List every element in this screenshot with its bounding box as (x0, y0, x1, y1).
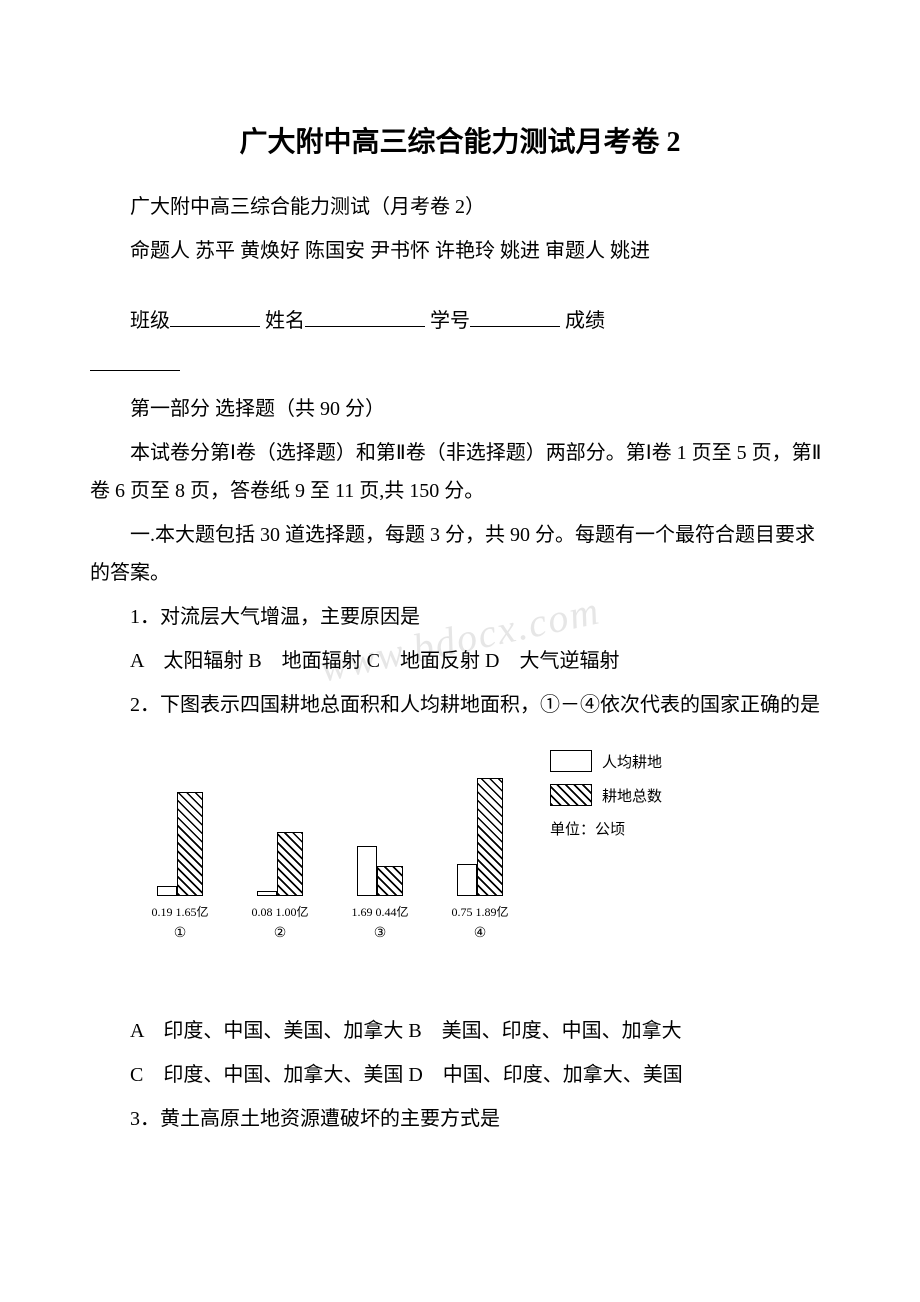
part1-header: 第一部分 选择题（共 90 分） (90, 390, 830, 428)
legend-plain-box (550, 750, 592, 772)
page-title: 广大附中高三综合能力测试月考卷 2 (90, 120, 830, 160)
legend-hatched-box (550, 784, 592, 806)
blank-name (305, 303, 425, 327)
blank-class (170, 303, 260, 327)
legend-unit-label: 单位：公顷 (550, 818, 625, 839)
chart-legend: 人均耕地 耕地总数 单位：公顷 (550, 750, 662, 851)
spacer-2 (90, 960, 830, 986)
q2-options-ab: A 印度、中国、美国、加拿大 B 美国、印度、中国、加拿大 (90, 1012, 830, 1050)
q1-text: 1．对流层大气增温，主要原因是 (90, 598, 830, 636)
q1-options: A 太阳辐射 B 地面辐射 C 地面反射 D 大气逆辐射 (90, 642, 830, 680)
bar-circle-1: ① (130, 925, 230, 942)
legend-hatched-row: 耕地总数 (550, 784, 662, 806)
bar-circle-3: ③ (330, 925, 430, 942)
bar-circle-4: ④ (430, 925, 530, 942)
bar-label-1: 0.19 1.65亿 (130, 903, 230, 920)
bar-group-4 (430, 778, 530, 896)
bar-total-2 (277, 832, 303, 896)
bar-total-4 (477, 778, 503, 896)
label-class: 班级 (130, 310, 170, 332)
q2-options-cd: C 印度、中国、加拿大、美国 D 中国、印度、加拿大、美国 (90, 1056, 830, 1094)
bar-percapita-3 (357, 846, 377, 896)
label-name: 姓名 (265, 310, 305, 332)
instructions: 本试卷分第Ⅰ卷（选择题）和第Ⅱ卷（非选择题）两部分。第Ⅰ卷 1 页至 5 页，第… (90, 434, 830, 510)
spacer (90, 276, 830, 302)
spacer-3 (90, 986, 830, 1012)
q3-text: 3．黄土高原土地资源遭破坏的主要方式是 (90, 1100, 830, 1138)
bar-label-2: 0.08 1.00亿 (230, 903, 330, 920)
legend-unit-row: 单位：公顷 (550, 818, 662, 839)
bar-circle-2: ② (230, 925, 330, 942)
farmland-chart: 0.19 1.65亿0.08 1.00亿1.69 0.44亿0.75 1.89亿… (130, 740, 690, 950)
form-line-tail (90, 346, 830, 384)
subtitle: 广大附中高三综合能力测试（月考卷 2） (90, 188, 830, 226)
bar-total-1 (177, 792, 203, 896)
legend-hatched-label: 耕地总数 (602, 785, 662, 806)
section1-header: 一.本大题包括 30 道选择题，每题 3 分，共 90 分。每题有一个最符合题目… (90, 516, 830, 592)
bar-group-1 (130, 792, 230, 896)
authors-line: 命题人 苏平 黄焕好 陈国安 尹书怀 许艳玲 姚进 审题人 姚进 (90, 232, 830, 270)
bar-group-2 (230, 832, 330, 896)
form-line: 班级 姓名 学号 成绩 (90, 302, 830, 340)
legend-plain-label: 人均耕地 (602, 751, 662, 772)
bar-total-3 (377, 866, 403, 896)
label-id: 学号 (430, 310, 470, 332)
label-score: 成绩 (565, 310, 605, 332)
bar-label-4: 0.75 1.89亿 (430, 903, 530, 920)
bar-group-3 (330, 846, 430, 896)
bar-percapita-1 (157, 886, 177, 896)
blank-score (90, 347, 180, 371)
bar-percapita-2 (257, 891, 277, 896)
legend-plain-row: 人均耕地 (550, 750, 662, 772)
bar-percapita-4 (457, 864, 477, 896)
bar-label-3: 1.69 0.44亿 (330, 903, 430, 920)
q2-text: 2．下图表示四国耕地总面积和人均耕地面积，①－④依次代表的国家正确的是 (90, 686, 830, 724)
blank-id (470, 303, 560, 327)
